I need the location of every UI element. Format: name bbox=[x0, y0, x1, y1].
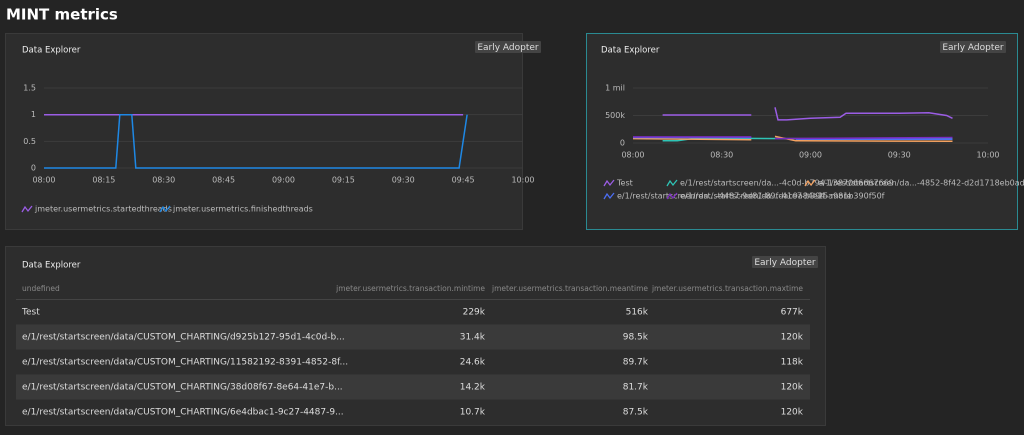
tile bbox=[586, 33, 1018, 230]
x-tick-label: 09:00 bbox=[799, 151, 822, 160]
x-tick-label: 08:15 bbox=[92, 176, 115, 185]
legend-more[interactable]: 15 more bbox=[818, 192, 852, 201]
x-tick-label: 09:30 bbox=[888, 151, 911, 160]
cell: Test bbox=[21, 308, 40, 318]
x-tick-label: 09:00 bbox=[272, 176, 295, 185]
legend-icon bbox=[21, 205, 33, 213]
x-tick-label: 08:45 bbox=[212, 176, 235, 185]
legend-icon bbox=[666, 179, 678, 187]
cell: 120k bbox=[781, 333, 804, 343]
legend-label[interactable]: e/1/rest/startscreen/da...-4c0d-b794-138… bbox=[680, 179, 894, 188]
cell: 81.7k bbox=[623, 383, 649, 393]
series-line bbox=[662, 107, 953, 121]
page-title: MINT metrics bbox=[6, 6, 118, 24]
legend-label[interactable]: jmeter.usermetrics.startedthreads bbox=[34, 205, 172, 214]
row-bg bbox=[16, 324, 810, 350]
legend-label[interactable]: Test bbox=[616, 179, 633, 188]
x-tick-label: 08:00 bbox=[621, 151, 644, 160]
x-tick-label: 09:45 bbox=[452, 176, 475, 185]
x-tick-label: 10:00 bbox=[976, 151, 999, 160]
cell: 87.5k bbox=[623, 408, 649, 418]
column-header[interactable]: jmeter.usermetrics.transaction.maxtime bbox=[651, 284, 803, 293]
y-tick-label: 1 mil bbox=[605, 84, 625, 93]
cell: 120k bbox=[781, 408, 804, 418]
column-header[interactable]: jmeter.usermetrics.transaction.mintime bbox=[335, 284, 485, 293]
cell: 120k bbox=[781, 383, 804, 393]
legend-label[interactable]: jmeter.usermetrics.finishedthreads bbox=[172, 205, 313, 214]
chart-title: Data Explorer bbox=[601, 46, 660, 56]
cell: 516k bbox=[626, 308, 649, 318]
cell: 118k bbox=[781, 358, 804, 368]
badge-bg bbox=[752, 256, 818, 268]
cell: 98.5k bbox=[623, 333, 649, 343]
x-tick-label: 09:15 bbox=[332, 176, 355, 185]
y-tick-label: 0.5 bbox=[23, 137, 36, 146]
cell: 31.4k bbox=[460, 333, 486, 343]
cell: e/1/rest/startscreen/data/CUSTOM_CHARTIN… bbox=[22, 333, 345, 343]
cell: 14.2k bbox=[460, 383, 486, 393]
x-tick-label: 08:30 bbox=[152, 176, 175, 185]
legend-icon bbox=[603, 179, 615, 187]
cell: 677k bbox=[781, 308, 804, 318]
y-tick-label: 0 bbox=[31, 164, 36, 173]
legend-label[interactable]: e/1/rest/startscreen/da...-4487-9d81-89f… bbox=[617, 192, 823, 201]
legend-icon bbox=[804, 179, 816, 187]
cell: 10.7k bbox=[460, 408, 486, 418]
series-line bbox=[633, 136, 953, 140]
legend-icon bbox=[159, 205, 171, 213]
badge[interactable]: Early Adopter bbox=[754, 258, 816, 268]
legend-icon bbox=[603, 192, 615, 200]
cell: e/1/rest/startscreen/data/CUSTOM_CHARTIN… bbox=[22, 408, 344, 418]
x-tick-label: 08:30 bbox=[710, 151, 733, 160]
chart-title: Data Explorer bbox=[22, 46, 81, 56]
badge[interactable]: Early Adopter bbox=[942, 43, 1004, 53]
legend-icon bbox=[666, 192, 678, 200]
column-header[interactable]: jmeter.usermetrics.transaction.meantime bbox=[491, 284, 648, 293]
column-header[interactable]: undefined bbox=[22, 284, 60, 293]
x-tick-label: 08:00 bbox=[32, 176, 55, 185]
y-tick-label: 0 bbox=[620, 139, 625, 148]
x-tick-label: 10:00 bbox=[511, 176, 534, 185]
cell: 229k bbox=[463, 308, 486, 318]
tile bbox=[5, 33, 523, 230]
table-title: Data Explorer bbox=[22, 261, 81, 271]
badge-bg bbox=[940, 41, 1006, 53]
cell: e/1/rest/startscreen/data/CUSTOM_CHARTIN… bbox=[22, 358, 348, 368]
cell: e/1/rest/startscreen/data/CUSTOM_CHARTIN… bbox=[22, 383, 343, 393]
cell: 89.7k bbox=[623, 358, 649, 368]
y-tick-label: 1 bbox=[31, 110, 36, 119]
y-tick-label: 500k bbox=[605, 111, 625, 120]
row-bg bbox=[16, 374, 810, 400]
x-tick-label: 09:30 bbox=[392, 176, 415, 185]
legend-label[interactable]: e/1/rest/startscreen/da...-4852-8f42-d2d… bbox=[818, 179, 1024, 188]
badge[interactable]: Early Adopter bbox=[477, 43, 539, 53]
series-line bbox=[44, 113, 468, 169]
legend-label[interactable]: e/1/rest/startscreen/da...-41e7-b994-a98… bbox=[680, 192, 885, 201]
badge-bg bbox=[475, 41, 541, 53]
legend-icon bbox=[804, 192, 816, 200]
cell: 24.6k bbox=[460, 358, 486, 368]
y-tick-label: 1.5 bbox=[23, 84, 36, 93]
